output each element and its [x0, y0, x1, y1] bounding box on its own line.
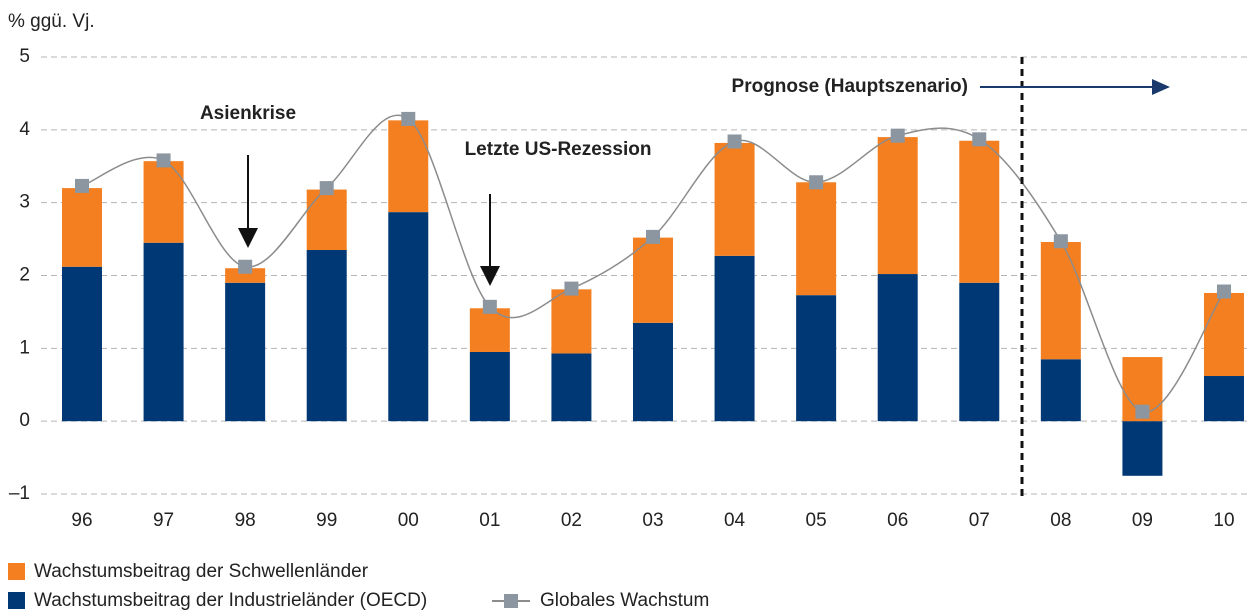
- legend-swatch: [8, 563, 25, 580]
- legend-label: Wachstumsbeitrag der Schwellenländer: [34, 561, 369, 582]
- x-tick-label: 07: [969, 510, 990, 531]
- y-tick-label: 0: [19, 410, 30, 431]
- bar: [632, 237, 673, 323]
- x-tick-label: 98: [235, 510, 256, 531]
- y-tick-label: 5: [19, 46, 30, 67]
- bar: [62, 266, 102, 422]
- bar: [62, 188, 102, 267]
- x-tick-label: 04: [724, 510, 746, 531]
- x-tick-label: 96: [71, 510, 92, 531]
- bar: [388, 120, 429, 213]
- bar: [143, 161, 184, 243]
- legend-label: Wachstumsbeitrag der Industrieländer (OE…: [34, 590, 427, 611]
- x-tick-label: 97: [153, 510, 174, 531]
- annotation: Asienkrise: [200, 103, 296, 124]
- annotation: Letzte US-Rezession: [465, 139, 652, 160]
- bar: [877, 274, 918, 422]
- marker: [564, 281, 579, 296]
- bar: [225, 282, 266, 422]
- marker: [809, 175, 824, 190]
- marker: [645, 229, 660, 244]
- marker: [319, 181, 334, 196]
- x-tick-label: 01: [479, 510, 500, 531]
- bar: [632, 322, 673, 422]
- y-axis-title: % ggü. Vj.: [8, 11, 95, 32]
- x-tick-label: 10: [1213, 510, 1234, 531]
- bar: [1203, 376, 1244, 422]
- bar: [551, 353, 592, 422]
- bar: [1040, 241, 1081, 360]
- x-tick-label: 99: [316, 510, 337, 531]
- marker: [890, 128, 905, 143]
- bar: [959, 282, 1000, 422]
- marker: [75, 178, 89, 193]
- x-tick-label: 00: [398, 510, 419, 531]
- y-tick-label: 1: [19, 337, 30, 358]
- marker: [238, 259, 253, 274]
- marker: [482, 299, 497, 314]
- x-tick-label: 09: [1132, 510, 1153, 531]
- bar: [714, 142, 755, 256]
- bar: [551, 289, 592, 354]
- x-tick-label: 03: [642, 510, 663, 531]
- bar: [306, 189, 347, 251]
- annotation: Prognose (Hauptszenario): [732, 76, 968, 97]
- bar: [1040, 359, 1081, 422]
- bar: [796, 182, 837, 296]
- marker: [727, 134, 742, 149]
- legend-label: Globales Wachstum: [540, 590, 709, 611]
- y-tick-label: 4: [19, 119, 30, 140]
- x-tick-label: 08: [1050, 510, 1071, 531]
- legend-marker: [504, 594, 518, 608]
- marker: [1135, 404, 1150, 419]
- bar: [388, 212, 429, 422]
- legend-swatch: [8, 592, 25, 609]
- bar: [1122, 421, 1163, 476]
- x-tick-label: 05: [806, 510, 827, 531]
- x-tick-label: 06: [887, 510, 908, 531]
- marker: [1053, 234, 1068, 249]
- y-tick-label: –1: [9, 483, 30, 504]
- bar: [959, 140, 1000, 283]
- bar: [469, 351, 510, 422]
- bar: [714, 255, 755, 422]
- bar: [469, 308, 510, 352]
- bar: [143, 242, 184, 422]
- marker: [972, 132, 987, 147]
- x-tick-label: 02: [561, 510, 582, 531]
- y-tick-label: 3: [19, 192, 30, 213]
- bar: [796, 295, 837, 422]
- marker: [1216, 284, 1231, 299]
- bar: [1203, 292, 1244, 377]
- y-tick-label: 2: [19, 265, 30, 286]
- marker: [156, 153, 171, 168]
- bar: [877, 137, 918, 275]
- bar: [225, 268, 266, 283]
- marker: [401, 111, 416, 126]
- bar: [306, 250, 347, 422]
